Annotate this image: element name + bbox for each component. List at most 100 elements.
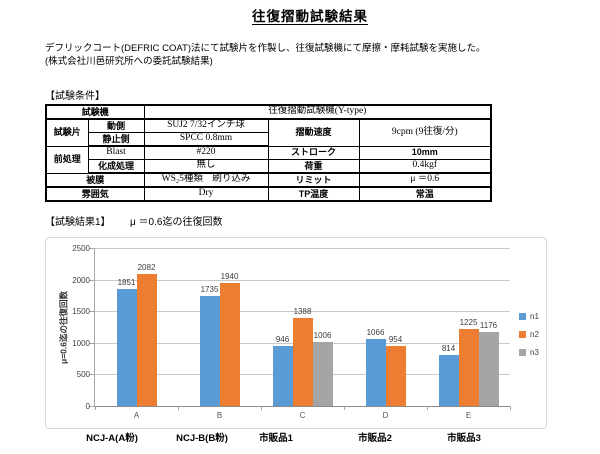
- y-tick-label: 1000: [72, 338, 90, 348]
- pretreatment-label: 前処理: [45, 145, 89, 174]
- plot-area: 0 500 1000 1500 2000 2500 1851 2082 A 1735 1940 B 94…: [72, 244, 511, 420]
- tp-temp-value: 常温: [358, 186, 492, 202]
- specimen-label: 試験片: [45, 118, 89, 147]
- sliding-speed-value: 9cpm (9往復/分): [358, 118, 492, 147]
- atmosphere-label: 雰囲気: [45, 186, 145, 202]
- results-heading: 【試験結果1】: [45, 217, 111, 228]
- legend-swatch-icon: [519, 349, 526, 356]
- legend-label: n2: [530, 330, 539, 339]
- group-label-3: 市販品1: [259, 433, 293, 444]
- machine-label: 試験機: [45, 104, 145, 120]
- bar-value-label: 1735: [200, 285, 219, 294]
- conditions-heading: 【試験条件】: [45, 91, 105, 102]
- bar-n1-E: [438, 355, 459, 406]
- table-row-blast: 前処理 Blast #220 ストローク 10mm: [45, 145, 492, 174]
- chemical-value: 無し: [143, 159, 269, 174]
- legend-swatch-icon: [519, 331, 526, 338]
- x-category-label-D: D: [382, 411, 389, 420]
- table-row-specimen-static: 静止側 SPCC 0.8mm: [46, 132, 491, 147]
- static-side-label: 静止側: [87, 132, 145, 147]
- intro-paragraph: デフリックコート(DEFRIC COAT)法にて試験片を作製し、往復試験機にて摩…: [45, 42, 486, 68]
- tp-temp-label: TP温度: [267, 186, 360, 202]
- y-tick-label: 2500: [72, 244, 90, 253]
- limit-value: μ ＝0.6: [358, 172, 492, 188]
- bar-value-label: 946: [275, 335, 290, 344]
- table-row-atmosphere: 雰囲気 Dry TP温度 常温: [45, 186, 492, 202]
- bar-n1-D: [365, 339, 386, 406]
- group-label-5: 市販品3: [447, 433, 481, 444]
- bar-value-label: 1851: [117, 278, 136, 287]
- bar-n2-B: [219, 283, 240, 406]
- y-tick-label: 0: [85, 402, 90, 411]
- x-axis-tick: [510, 406, 511, 410]
- bar-n2-E: [458, 329, 479, 406]
- bar-chart: μ=0.6迄の往復回数 0 500 1000 1500 2000 2500 1851 2082…: [45, 237, 547, 429]
- y-gridline: [95, 248, 510, 249]
- bar-value-label: 1940: [220, 272, 239, 281]
- static-side-value: SPCC 0.8mm: [143, 132, 269, 147]
- y-axis-tick: [89, 342, 94, 348]
- bar-n1-A: [116, 289, 137, 406]
- bar-value-label: 814: [441, 344, 456, 353]
- bar-n3-E: [478, 332, 499, 406]
- intro-line-2: (株式会社川邑研究所への委託試験結果): [45, 56, 213, 67]
- moving-side-label: 動側: [87, 118, 145, 133]
- bar-value-label: 954: [388, 335, 403, 344]
- bar-n1-C: [272, 346, 293, 406]
- sliding-speed-label: 摺動速度: [267, 118, 360, 147]
- y-gridline: [95, 311, 510, 313]
- table-row-specimen-moving: 試験片 動側 SUJ2 7/32インチ球 摺動速度 9cpm (9往復/分): [45, 118, 492, 147]
- limit-label: リミット: [267, 172, 360, 188]
- bar-value-label: 1225: [459, 318, 478, 327]
- y-tick-label: 2000: [72, 275, 90, 285]
- bar-value-label: 2082: [137, 263, 156, 272]
- table-row-chemical: 化成処理 無し 荷重 0.4kgf: [46, 159, 492, 174]
- y-tick-label: 500: [76, 370, 90, 380]
- x-category-label-A: A: [133, 411, 140, 420]
- y-axis-tick: [89, 248, 94, 253]
- page-title: 往復摺動試験結果: [252, 9, 368, 24]
- intro-line-1: デフリックコート(DEFRIC COAT)法にて試験片を作製し、往復試験機にて摩…: [45, 43, 486, 54]
- group-label-2: NCJ-B(B粉): [176, 433, 228, 444]
- legend-label: n3: [530, 348, 539, 357]
- atmosphere-value: Dry: [143, 186, 269, 202]
- x-category-label-C: C: [299, 411, 306, 420]
- bar-n3-C: [312, 342, 333, 406]
- x-category-label-B: B: [216, 411, 223, 420]
- bar-value-label: 1176: [479, 321, 498, 330]
- blast-label: Blast: [87, 145, 145, 160]
- x-axis-tick: [427, 406, 428, 410]
- load-value: 0.4kgf: [358, 159, 492, 174]
- y-tick-label: 1500: [72, 307, 90, 317]
- x-axis-tick: [344, 406, 345, 410]
- bar-n1-B: [199, 296, 220, 406]
- group-label-1: NCJ-A(A粉): [86, 433, 138, 444]
- x-category-label-E: E: [465, 411, 472, 420]
- y-axis-tick: [89, 311, 94, 316]
- y-gridline: [95, 279, 510, 281]
- y-axis-tick: [89, 406, 94, 411]
- coating-value: WS₂5種類 刷り込み: [143, 172, 269, 188]
- blast-value: #220: [143, 145, 269, 160]
- results-subtitle: μ ＝0.6迄の往復回数: [130, 217, 223, 228]
- group-label-4: 市販品2: [358, 433, 392, 444]
- bar-n2-D: [385, 346, 406, 406]
- legend-label: n1: [530, 312, 539, 321]
- bar-value-label: 1388: [293, 307, 312, 316]
- legend-swatch-icon: [519, 313, 526, 320]
- bar-value-label: 1066: [366, 328, 385, 337]
- stroke-value: 10mm: [358, 145, 492, 160]
- table-row-machine: 試験機 往復摺動試験機(Y-type): [45, 104, 492, 120]
- bar-n2-A: [136, 274, 157, 406]
- y-axis-tick: [89, 279, 94, 285]
- test-conditions-table: 試験機 往復摺動試験機(Y-type) 試験片 動側 SUJ2 7/32インチ球…: [45, 104, 493, 202]
- load-label: 荷重: [267, 159, 360, 174]
- table-row-coating: 被膜 WS₂5種類 刷り込み リミット μ ＝0.6: [45, 172, 492, 188]
- x-axis-tick: [261, 406, 262, 410]
- machine-value: 往復摺動試験機(Y-type): [143, 104, 492, 120]
- bar-n2-C: [292, 318, 313, 406]
- y-axis-tick: [89, 374, 94, 379]
- moving-side-value: SUJ2 7/32インチ球: [143, 118, 269, 133]
- bar-value-label: 1006: [313, 331, 332, 340]
